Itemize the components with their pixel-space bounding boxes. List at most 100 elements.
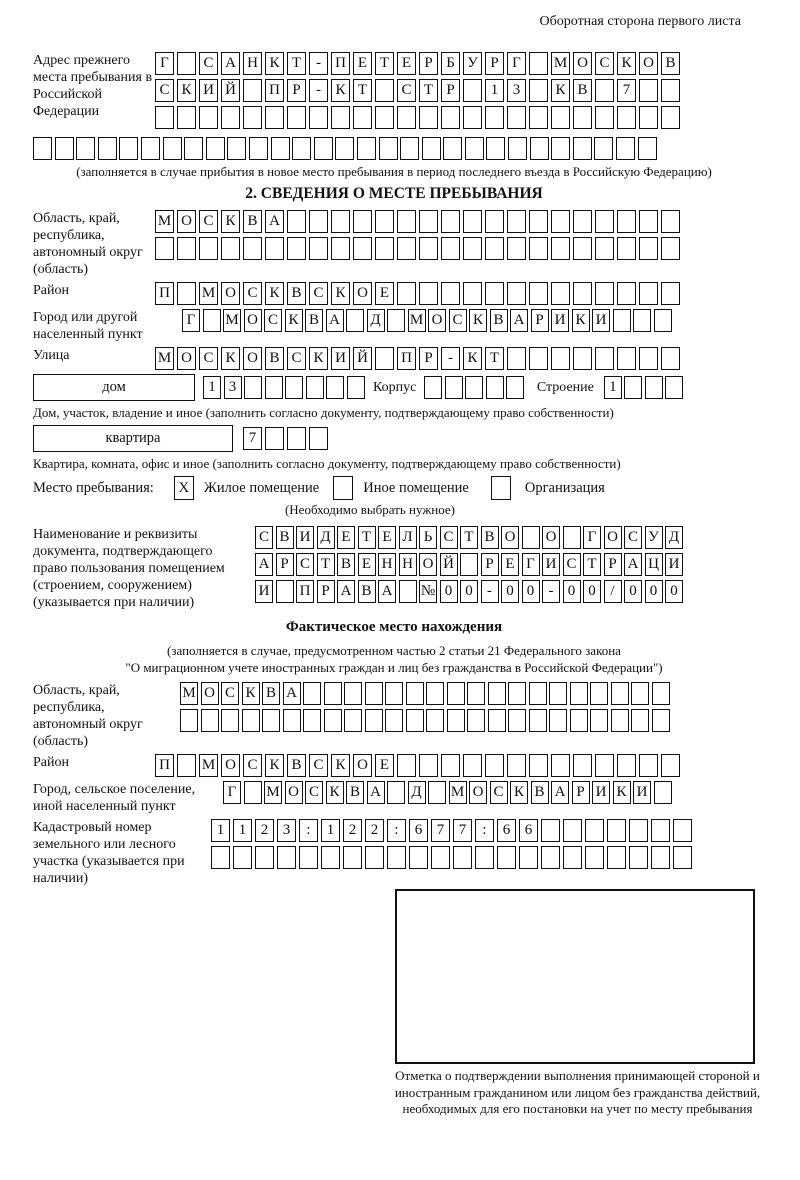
- empty-cell[interactable]: [419, 754, 438, 777]
- char-cell[interactable]: 2: [365, 819, 384, 842]
- empty-cell[interactable]: [248, 137, 268, 160]
- empty-cell[interactable]: [612, 309, 631, 332]
- char-cell[interactable]: А: [624, 553, 642, 576]
- empty-cell[interactable]: [467, 682, 485, 705]
- empty-cell[interactable]: [140, 137, 160, 160]
- char-cell[interactable]: О: [243, 309, 262, 332]
- empty-cell[interactable]: [428, 781, 446, 804]
- empty-cell[interactable]: [227, 137, 247, 160]
- empty-cell[interactable]: [155, 237, 174, 260]
- empty-cell[interactable]: [507, 282, 526, 305]
- char-cell[interactable]: С: [595, 52, 614, 75]
- empty-cell[interactable]: [265, 106, 284, 129]
- char-cell[interactable]: П: [331, 52, 350, 75]
- empty-cell[interactable]: [507, 210, 526, 233]
- char-cell[interactable]: С: [264, 309, 282, 332]
- char-cell[interactable]: С: [305, 781, 323, 804]
- empty-cell[interactable]: [541, 846, 560, 869]
- empty-cell[interactable]: [221, 237, 240, 260]
- empty-cell[interactable]: [233, 846, 252, 869]
- char-cell[interactable]: Р: [480, 553, 499, 576]
- char-cell[interactable]: А: [366, 781, 385, 804]
- char-cell[interactable]: 1: [233, 819, 252, 842]
- empty-cell[interactable]: [594, 137, 614, 160]
- char-cell[interactable]: Р: [287, 79, 306, 102]
- empty-cell[interactable]: [485, 237, 504, 260]
- char-cell[interactable]: И: [592, 781, 610, 804]
- empty-cell[interactable]: [397, 754, 416, 777]
- empty-cell[interactable]: [651, 819, 670, 842]
- empty-cell[interactable]: [375, 210, 394, 233]
- empty-cell[interactable]: [551, 347, 570, 370]
- char-cell[interactable]: С: [489, 781, 508, 804]
- empty-cell[interactable]: [486, 137, 506, 160]
- char-cell[interactable]: /: [603, 580, 622, 603]
- char-cell[interactable]: 3: [507, 79, 526, 102]
- char-cell[interactable]: 6: [497, 819, 516, 842]
- empty-cell[interactable]: [177, 282, 196, 305]
- char-cell[interactable]: Н: [378, 553, 396, 576]
- empty-cell[interactable]: [375, 106, 394, 129]
- empty-cell[interactable]: [661, 210, 680, 233]
- empty-cell[interactable]: [346, 309, 364, 332]
- empty-cell[interactable]: [177, 106, 196, 129]
- char-cell[interactable]: П: [155, 282, 174, 305]
- empty-cell[interactable]: [572, 137, 592, 160]
- char-cell[interactable]: 6: [409, 819, 428, 842]
- empty-cell[interactable]: [202, 309, 221, 332]
- char-cell[interactable]: №: [419, 580, 437, 603]
- char-cell[interactable]: Р: [485, 52, 504, 75]
- char-cell[interactable]: Т: [375, 52, 394, 75]
- char-cell[interactable]: О: [428, 309, 446, 332]
- empty-cell[interactable]: [485, 376, 504, 399]
- empty-cell[interactable]: [485, 282, 504, 305]
- char-cell[interactable]: -: [309, 79, 328, 102]
- char-cell[interactable]: С: [287, 347, 306, 370]
- empty-cell[interactable]: [464, 137, 484, 160]
- char-cell[interactable]: С: [199, 52, 218, 75]
- char-cell[interactable]: 0: [460, 580, 478, 603]
- char-cell[interactable]: К: [463, 347, 482, 370]
- char-cell[interactable]: Й: [221, 79, 240, 102]
- empty-cell[interactable]: [487, 682, 506, 705]
- char-cell[interactable]: И: [665, 553, 683, 576]
- char-cell[interactable]: 0: [583, 580, 601, 603]
- empty-cell[interactable]: [563, 846, 582, 869]
- empty-cell[interactable]: [610, 709, 629, 732]
- empty-cell[interactable]: [419, 210, 438, 233]
- empty-cell[interactable]: [573, 210, 592, 233]
- empty-cell[interactable]: [617, 210, 636, 233]
- char-cell[interactable]: О: [603, 526, 622, 549]
- empty-cell[interactable]: [299, 846, 318, 869]
- empty-cell[interactable]: [331, 106, 350, 129]
- char-cell[interactable]: М: [199, 282, 218, 305]
- empty-cell[interactable]: [441, 237, 460, 260]
- empty-cell[interactable]: [551, 754, 570, 777]
- empty-cell[interactable]: [529, 282, 548, 305]
- empty-cell[interactable]: [419, 282, 438, 305]
- char-cell[interactable]: С: [562, 553, 581, 576]
- empty-cell[interactable]: [639, 754, 658, 777]
- empty-cell[interactable]: [277, 846, 296, 869]
- char-cell[interactable]: 0: [644, 580, 663, 603]
- empty-cell[interactable]: [180, 709, 198, 732]
- empty-cell[interactable]: [177, 754, 196, 777]
- empty-cell[interactable]: [673, 819, 692, 842]
- empty-cell[interactable]: [507, 347, 526, 370]
- empty-cell[interactable]: [485, 754, 504, 777]
- char-cell[interactable]: С: [397, 79, 416, 102]
- char-cell[interactable]: И: [592, 309, 610, 332]
- char-cell[interactable]: М: [407, 309, 426, 332]
- char-cell[interactable]: Е: [337, 526, 355, 549]
- empty-cell[interactable]: [287, 237, 306, 260]
- empty-cell[interactable]: [463, 106, 482, 129]
- empty-cell[interactable]: [585, 819, 604, 842]
- char-cell[interactable]: Е: [501, 553, 519, 576]
- char-cell[interactable]: К: [265, 754, 284, 777]
- char-cell[interactable]: Р: [316, 580, 335, 603]
- char-cell[interactable]: Г: [583, 526, 601, 549]
- char-cell[interactable]: 0: [439, 580, 458, 603]
- empty-cell[interactable]: [285, 376, 303, 399]
- empty-cell[interactable]: [241, 709, 260, 732]
- empty-cell[interactable]: [573, 347, 592, 370]
